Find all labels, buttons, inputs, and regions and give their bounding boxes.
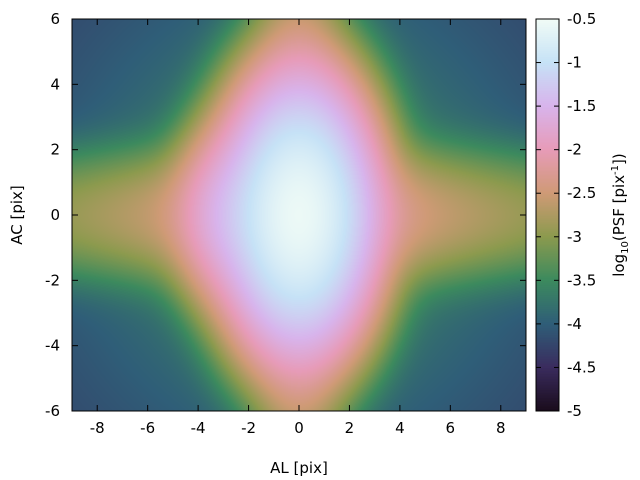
colorbar-label-base: log [610, 254, 628, 277]
colorbar-label-close: ]) [610, 153, 628, 165]
colorbar-tick-label: -4.5 [567, 358, 596, 376]
y-tick-label: 4 [50, 75, 60, 93]
colorbar-tick-label: -3.5 [567, 271, 596, 289]
colorbar-gradient [536, 19, 559, 411]
y-tick-label: 6 [50, 10, 60, 28]
y-tick-label: -4 [45, 337, 60, 355]
colorbar-tick-label: -1.5 [567, 97, 596, 115]
x-tick-label: -8 [90, 419, 105, 437]
heatmap-plot-area [72, 19, 526, 411]
y-tick-label: -6 [45, 402, 60, 420]
colorbar-tick-label: -2 [567, 141, 582, 159]
y-tick-label: 0 [50, 206, 60, 224]
y-axis-label: AC [pix] [8, 185, 26, 245]
colorbar-label-open: (PSF [pix [610, 175, 628, 241]
colorbar-tick-label: -1 [567, 54, 582, 72]
x-tick-label: 4 [395, 419, 405, 437]
x-tick-label: -6 [140, 419, 155, 437]
x-axis-label: AL [pix] [270, 459, 328, 477]
x-tick-label: 6 [446, 419, 456, 437]
colorbar-tick-label: -5 [567, 402, 582, 420]
colorbar-label-sub: 10 [620, 241, 631, 254]
x-tick-label: 8 [496, 419, 506, 437]
x-tick-label: 0 [294, 419, 304, 437]
heatmap-image [72, 19, 526, 411]
colorbar-tick-label: -3 [567, 228, 582, 246]
colorbar-tick-label: -4 [567, 315, 582, 333]
colorbar: -5 -4.5 -4 -3.5 -3 -2.5 -2 -1.5 -1 -0.5 [535, 10, 596, 420]
x-tick-label: -4 [191, 419, 206, 437]
axes: -8 -6 -4 -2 0 2 4 6 8 -6 -4 -2 0 2 4 6 [45, 10, 527, 437]
x-tick-label: -2 [241, 419, 256, 437]
colorbar-label-sup: -1 [610, 165, 621, 175]
colorbar-frame [535, 18, 560, 412]
colorbar-label: log10(PSF [pix-1]) [610, 153, 631, 277]
colorbar-tick-label: -2.5 [567, 184, 596, 202]
colorbar-tick-label: -0.5 [567, 10, 596, 28]
y-tick-label: 2 [50, 141, 60, 159]
x-tick-label: 2 [345, 419, 355, 437]
y-tick-label: -2 [45, 271, 60, 289]
